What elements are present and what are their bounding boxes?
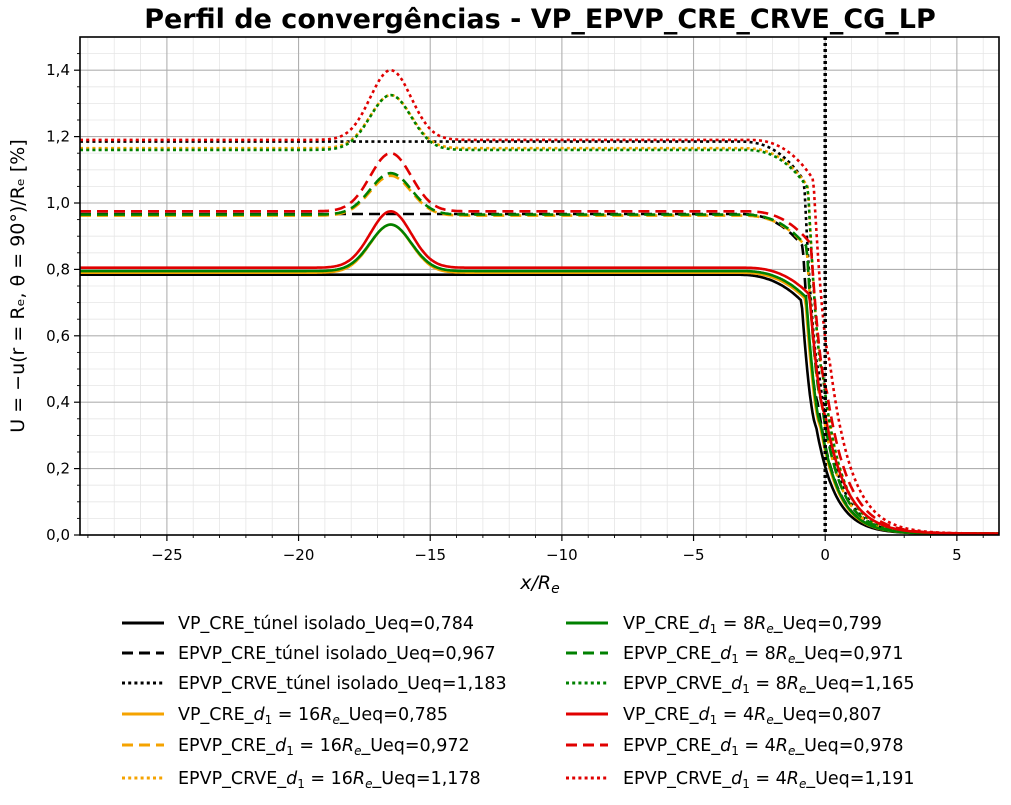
x-axis-label: x/Re <box>519 572 559 597</box>
minor-grid <box>80 37 999 535</box>
y-tick-label: 1,2 <box>46 128 70 146</box>
legend-entry-2: EPVP_CRE_túnel isolado_Ueq=0,967 <box>122 644 496 664</box>
legend-entry-10: VP_CRE_d1 = 4Re_Ueq=0,807 <box>566 705 882 727</box>
legend-label: VP_CRE_túnel isolado_Ueq=0,784 <box>178 614 474 634</box>
legend-label: VP_CRE_d1 = 16Re_Ueq=0,785 <box>178 705 448 727</box>
legend-label: VP_CRE_d1 = 4Re_Ueq=0,807 <box>623 705 882 727</box>
x-axis-ticks: −25 −20 −15 −10 −5 0 5 <box>87 535 984 564</box>
legend-entry-11: EPVP_CRE_d1 = 4Re_Ueq=0,978 <box>566 736 904 758</box>
legend-entry-5: EPVP_CRE_d1 = 16Re_Ueq=0,972 <box>122 736 470 758</box>
legend-entry-8: EPVP_CRE_d1 = 8Re_Ueq=0,971 <box>566 644 904 666</box>
legend-label: EPVP_CRE_d1 = 4Re_Ueq=0,978 <box>623 736 904 758</box>
series-line-10 <box>80 210 999 535</box>
series-line-7 <box>80 223 999 535</box>
legend: VP_CRE_túnel isolado_Ueq=0,784 EPVP_CRE_t… <box>122 614 915 791</box>
series-line-3 <box>80 140 999 535</box>
legend-label: EPVP_CRE_túnel isolado_Ueq=0,967 <box>178 644 496 664</box>
y-tick-label: 0,6 <box>46 327 70 345</box>
legend-entry-3: EPVP_CRVE_túnel isolado_Ueq=1,183 <box>122 674 507 694</box>
legend-label: EPVP_CRE_d1 = 8Re_Ueq=0,971 <box>623 644 904 666</box>
x-tick-label: 5 <box>952 546 962 564</box>
legend-entry-12: EPVP_CRVE_d1 = 4Re_Ueq=1,191 <box>566 769 915 791</box>
legend-label: EPVP_CRVE_túnel isolado_Ueq=1,183 <box>178 674 507 694</box>
legend-label: VP_CRE_d1 = 8Re_Ueq=0,799 <box>623 614 882 636</box>
legend-entry-7: VP_CRE_d1 = 8Re_Ueq=0,799 <box>566 614 882 636</box>
series-line-2 <box>80 212 999 535</box>
legend-entry-9: EPVP_CRVE_d1 = 8Re_Ueq=1,165 <box>566 674 915 696</box>
series-line-1 <box>80 273 999 535</box>
x-tick-label: −15 <box>414 546 446 564</box>
legend-label: EPVP_CRE_d1 = 16Re_Ueq=0,972 <box>178 736 470 758</box>
series-line-11 <box>80 151 999 535</box>
legend-label: EPVP_CRVE_d1 = 4Re_Ueq=1,191 <box>623 769 915 791</box>
legend-entry-6: EPVP_CRVE_d1 = 16Re_Ueq=1,178 <box>122 769 481 791</box>
y-tick-label: 1,4 <box>46 61 70 79</box>
legend-label: EPVP_CRVE_d1 = 16Re_Ueq=1,178 <box>178 769 481 791</box>
x-tick-label: 0 <box>820 546 830 564</box>
series-line-8 <box>80 171 999 535</box>
legend-entry-4: VP_CRE_d1 = 16Re_Ueq=0,785 <box>122 705 448 727</box>
y-tick-label: 0,8 <box>46 260 70 278</box>
x-tick-label: −25 <box>151 546 183 564</box>
y-tick-label: 1,0 <box>46 194 70 212</box>
chart-title: Perfil de convergências - VP_EPVP_CRE_CR… <box>144 4 936 35</box>
x-tick-label: −10 <box>546 546 578 564</box>
y-tick-label: 0,0 <box>46 526 70 544</box>
series-line-12 <box>80 68 999 535</box>
series-line-6 <box>80 93 999 535</box>
y-tick-label: 0,2 <box>46 460 70 478</box>
y-axis-ticks: 0,0 0,2 0,4 0,6 0,8 1,0 1,2 1,4 <box>46 53 80 544</box>
series-line-5 <box>80 174 999 535</box>
series-line-9 <box>80 93 999 535</box>
y-axis-label: U = −u(r = Rₑ, θ = 90°)/Rₑ [%] <box>7 139 29 432</box>
legend-label: EPVP_CRVE_d1 = 8Re_Ueq=1,165 <box>623 674 915 696</box>
series-layer <box>80 68 999 535</box>
x-tick-label: −20 <box>283 546 315 564</box>
legend-entry-1: VP_CRE_túnel isolado_Ueq=0,784 <box>122 614 474 634</box>
y-tick-label: 0,4 <box>46 393 70 411</box>
x-tick-label: −5 <box>682 546 704 564</box>
major-grid <box>80 37 999 536</box>
